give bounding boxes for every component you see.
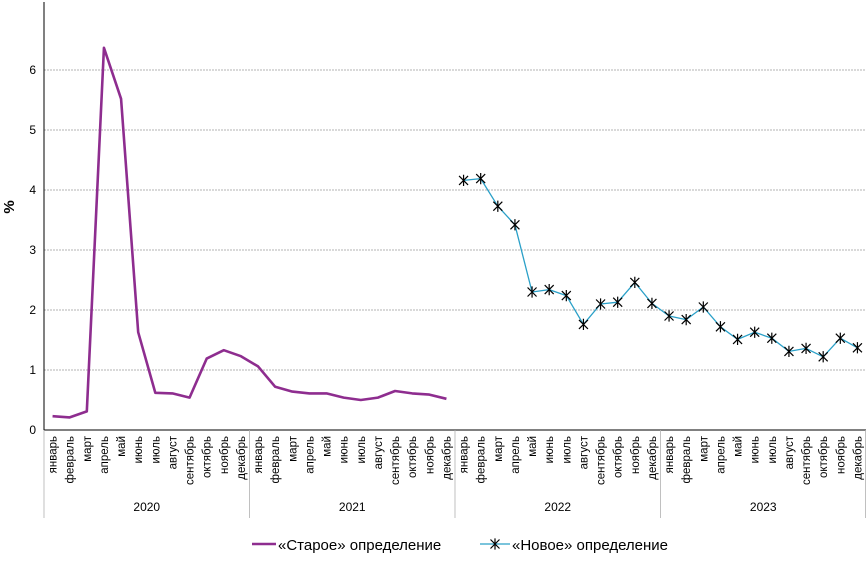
data-point-marker [698,301,709,313]
x-tick-label-month: октябрь [818,436,830,478]
data-point-marker [647,297,657,310]
x-tick-label-month: август [373,435,385,469]
x-tick-label-month: январь [48,436,60,473]
x-tick-label-month: декабрь [647,436,659,480]
x-tick-label-month: февраль [681,436,693,483]
x-tick-label-month: сентябрь [390,436,402,485]
series [52,46,863,419]
data-point-marker [784,345,794,358]
x-tick-label-month: май [322,436,334,457]
x-tick-label-month: июль [356,436,368,464]
y-tick-label: 0 [29,423,36,437]
data-point-marker [681,313,692,326]
data-point-marker [595,298,606,310]
y-axis-label: % [1,200,18,213]
grid [44,69,866,371]
data-point-marker [818,351,829,363]
series-line-0 [52,46,447,419]
x-tick-label-month: январь [253,436,265,473]
data-point-marker [510,219,520,231]
x-tick-label-month: июль [767,436,779,464]
x-tick-label-month: июнь [133,436,145,463]
data-point-marker [629,276,640,289]
x-tick-label-month: июнь [544,436,556,463]
legend-asterisk-mark [490,538,500,550]
x-tick-label-year: 2023 [750,500,777,514]
x-tick-label-month: март [493,435,505,461]
y-tick-label: 1 [29,363,36,377]
x-tick-label-month: июнь [339,436,351,463]
legend-label-old: «Старое» определение [278,537,441,554]
x-tick-label-month: декабрь [852,436,864,480]
x-tick-label-month: март [698,435,710,461]
x-tick-label-year: 2022 [544,500,571,514]
data-point-marker [578,318,589,331]
legend-marker-asterisk-icon [490,538,500,550]
series-line-1 [463,177,858,358]
x-tick-label-month: ноябрь [219,436,231,474]
data-point-marker [492,200,503,212]
x-tick-label-month: апрель [715,436,727,474]
data-point-marker [527,286,537,298]
data-point-marker [852,342,863,354]
x-tick-label-month: март [82,435,94,461]
data-point-marker [766,332,777,344]
legend: «Старое» определение «Новое» определение [252,537,668,554]
x-tick-label-month: сентябрь [801,436,813,485]
data-point-marker [749,326,760,338]
data-point-marker [732,333,743,346]
x-tick-label-year: 2020 [133,500,160,514]
x-tick-label-month: октябрь [407,436,419,478]
data-point-marker [544,283,555,296]
x-tick-labels: январь февраль март апрель май июнь июль август… [43,430,866,518]
x-tick-label-month: март [287,435,299,461]
data-point-marker [561,289,572,302]
x-tick-label-month: сентябрь [596,436,608,485]
x-tick-label-month: август [167,435,179,469]
x-tick-label-month: февраль [476,436,488,483]
x-tick-label-month: май [116,436,128,457]
x-tick-label-month: июнь [750,436,762,463]
data-point-marker [801,342,811,355]
x-tick-label-month: август [784,435,796,469]
data-point-marker [664,310,674,322]
x-tick-label-month: август [578,435,590,469]
x-tick-label-month: май [527,436,539,457]
x-tick-label-month: апрель [99,436,111,474]
x-tick-label-year: 2021 [339,500,366,514]
x-tick-label-month: ноябрь [424,436,436,474]
data-point-marker [715,321,726,333]
x-tick-label-month: декабрь [236,436,248,480]
y-tick-label: 3 [29,243,36,257]
x-tick-label-month: январь [459,436,471,473]
x-tick-label-month: апрель [304,436,316,474]
x-tick-label-month: февраль [65,436,77,483]
x-tick-label-month: январь [664,436,676,473]
x-tick-label-month: апрель [510,436,522,474]
x-tick-label-month: июль [561,436,573,464]
data-point-marker [475,172,486,185]
data-point-marker [458,174,469,187]
x-tick-label-month: июль [150,436,162,464]
data-point-marker [612,296,623,308]
x-tick-label-month: сентябрь [185,436,197,485]
x-tick-label-month: май [733,436,745,457]
y-tick-label: 6 [29,63,36,77]
x-tick-label-month: февраль [270,436,282,483]
y-tick-label: 5 [29,123,36,137]
legend-label-new: «Новое» определение [512,537,668,554]
x-tick-label-month: ноябрь [835,436,847,474]
x-tick-label-month: декабрь [441,436,453,480]
data-point-marker [835,332,846,344]
x-tick-label-month: ноябрь [630,436,642,474]
axes: 0 1 2 3 4 5 6 [29,2,866,437]
y-tick-label: 4 [29,183,36,197]
x-tick-label-month: октябрь [613,436,625,478]
y-tick-label: 2 [29,303,36,317]
x-tick-label-month: октябрь [202,436,214,478]
